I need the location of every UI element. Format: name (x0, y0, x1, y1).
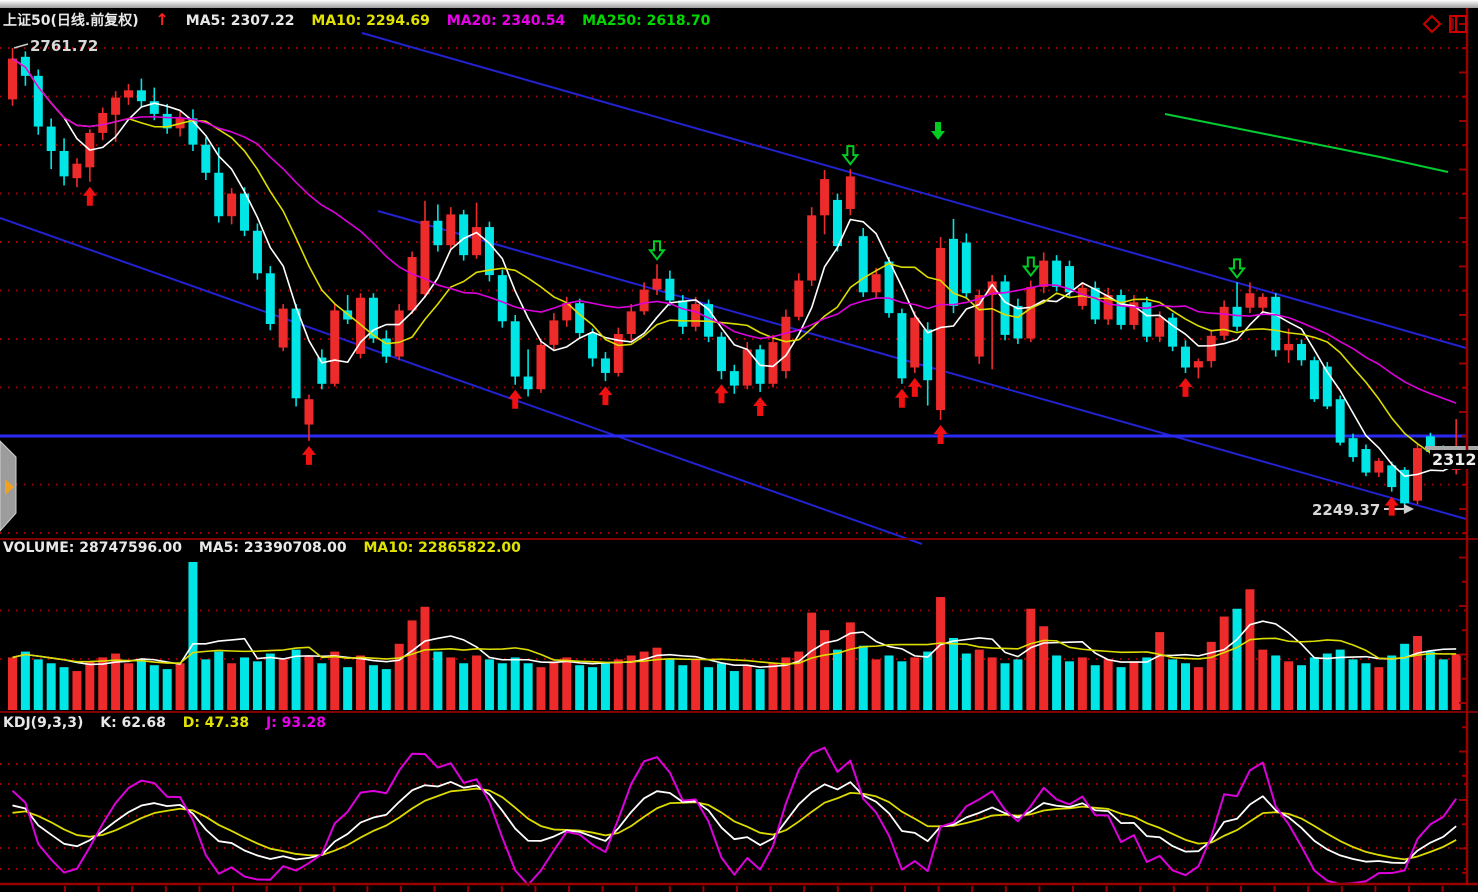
main-chart-header: 上证50(日线.前复权) ↑ MA5: 2307.22 MA10: 2294.6… (3, 10, 722, 30)
diamond-icon[interactable] (1422, 14, 1442, 34)
volume-value: VOLUME: 28747596.00 (3, 540, 182, 556)
kdj-label: KDJ(9,3,3) (3, 715, 84, 731)
ma20-value: MA20: 2340.54 (446, 13, 566, 29)
expand-arrow-icon (5, 479, 14, 495)
ma250-value: MA250: 2618.70 (582, 13, 711, 29)
ma5-value: MA5: 2307.22 (185, 13, 295, 29)
chart-title: 上证50(日线.前复权) (3, 13, 139, 29)
period-high-label: 2761.72 (30, 37, 99, 55)
kdj-k-value: K: 62.68 (100, 715, 166, 731)
kdj-j-value: J: 93.28 (265, 715, 326, 731)
volume-header: VOLUME: 28747596.00 MA5: 23390708.00 MA1… (3, 540, 533, 556)
ma10-value: MA10: 2294.69 (311, 13, 430, 29)
kdj-header: KDJ(9,3,3) K: 62.68 D: 47.38 J: 93.28 (3, 715, 338, 731)
titlebar-icons (1422, 14, 1468, 34)
window-top-strip (0, 0, 1478, 8)
expand-panel-handle[interactable] (0, 439, 20, 535)
split-window-icon[interactable] (1448, 14, 1468, 34)
volume-ma5-value: MA5: 23390708.00 (198, 540, 347, 556)
last-price-label: 2312 (1430, 450, 1478, 469)
period-low-label: 2249.37 (1312, 501, 1381, 519)
volume-ma10-value: MA10: 22865822.00 (363, 540, 521, 556)
trend-up-icon: ↑ (155, 10, 169, 29)
kdj-d-value: D: 47.38 (182, 715, 250, 731)
